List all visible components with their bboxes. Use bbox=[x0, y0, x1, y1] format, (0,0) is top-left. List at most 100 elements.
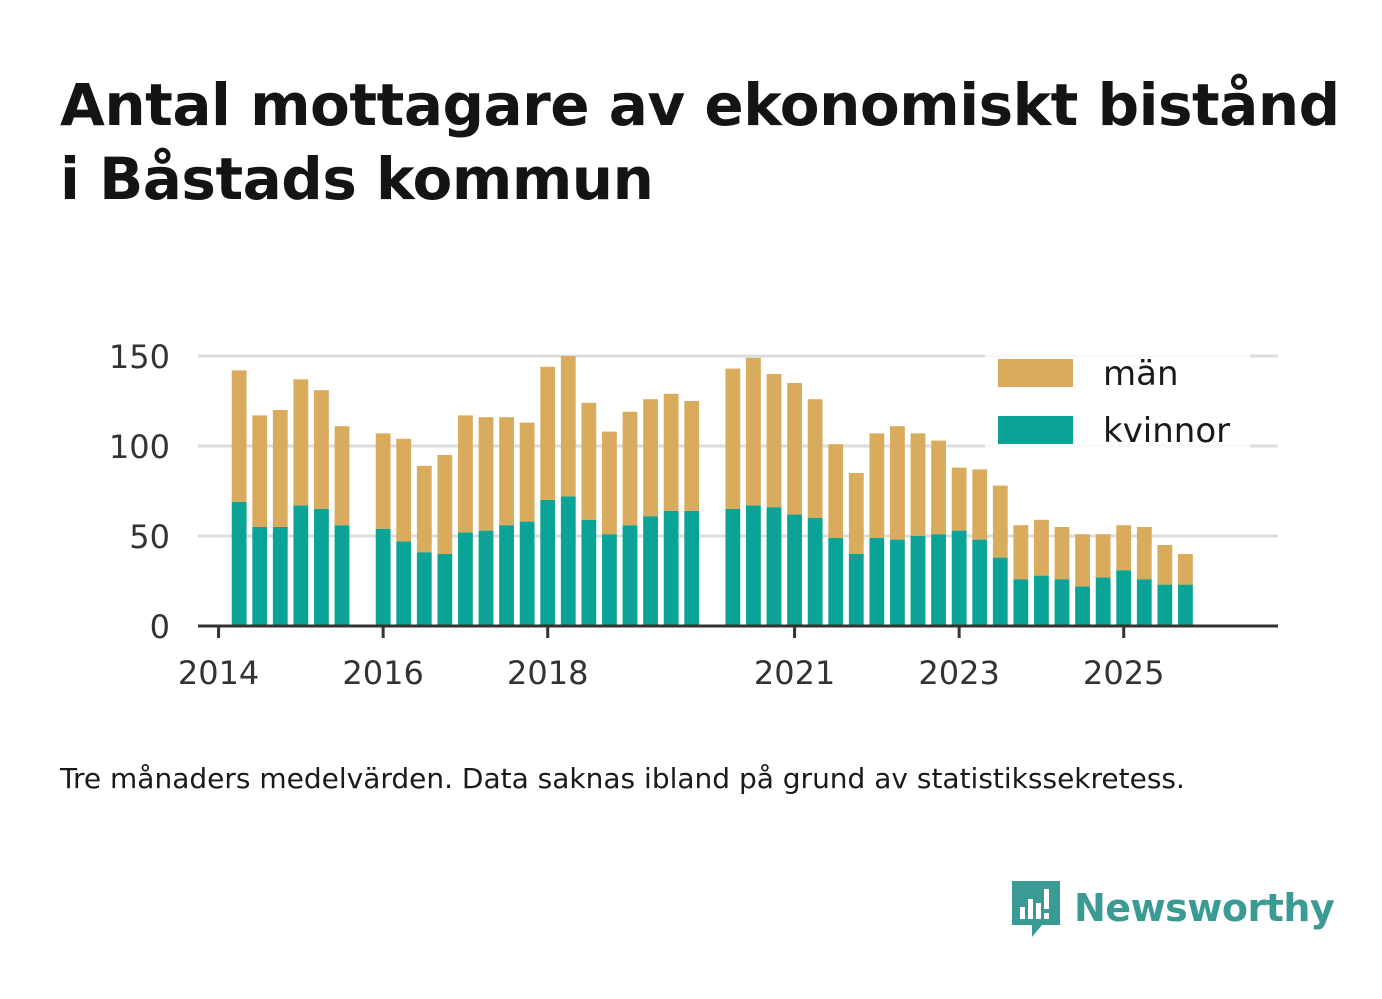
brand-name: Newsworthy bbox=[1074, 886, 1335, 930]
bar-kvinnor bbox=[375, 528, 391, 626]
bar-man bbox=[622, 411, 638, 526]
bar-kvinnor bbox=[663, 510, 679, 626]
bar-man bbox=[951, 467, 967, 531]
x-tick-label: 2021 bbox=[754, 654, 835, 692]
newsworthy-logo-icon bbox=[1012, 881, 1060, 937]
bar-man bbox=[375, 433, 391, 529]
bar-kvinnor bbox=[581, 519, 597, 626]
bar-kvinnor bbox=[437, 554, 453, 626]
bar-man bbox=[478, 417, 494, 531]
bar-man bbox=[643, 399, 658, 517]
bar-kvinnor bbox=[1136, 579, 1152, 626]
bar-man bbox=[252, 415, 268, 527]
x-tick-label: 2016 bbox=[342, 654, 423, 692]
legend-swatch-kvinnor bbox=[998, 416, 1073, 444]
bar-man bbox=[684, 401, 700, 511]
chart-title: Antal mottagare av ekonomiskt bistånd i … bbox=[60, 68, 1340, 216]
bar-kvinnor bbox=[746, 505, 761, 626]
bar-man bbox=[519, 422, 535, 522]
bar-kvinnor bbox=[416, 552, 432, 626]
bar-man bbox=[1136, 527, 1152, 580]
y-tick-label: 50 bbox=[129, 518, 170, 556]
bar-man bbox=[499, 417, 514, 526]
bar-man bbox=[910, 433, 926, 536]
bar-kvinnor bbox=[725, 509, 741, 626]
bar-man bbox=[1116, 525, 1132, 571]
bar-kvinnor bbox=[684, 510, 700, 626]
bar-man bbox=[992, 485, 1008, 558]
bar-man bbox=[314, 390, 329, 509]
bar-kvinnor bbox=[972, 539, 988, 626]
bar-kvinnor bbox=[293, 505, 309, 626]
y-tick-label: 150 bbox=[109, 338, 170, 376]
chart-title-line-1: Antal mottagare av ekonomiskt bistånd bbox=[60, 71, 1340, 139]
bar-man bbox=[540, 366, 556, 500]
bar-man bbox=[581, 402, 597, 520]
legend-label-kvinnor: kvinnor bbox=[1103, 411, 1230, 451]
bar-kvinnor bbox=[602, 534, 617, 626]
bar-man bbox=[766, 374, 782, 508]
bar-kvinnor bbox=[499, 525, 514, 626]
bar-kvinnor bbox=[314, 509, 329, 626]
x-tick-label: 2014 bbox=[178, 654, 259, 692]
bar-kvinnor bbox=[540, 500, 556, 626]
bar-man bbox=[869, 433, 885, 538]
x-tick-label: 2023 bbox=[918, 654, 999, 692]
bar-kvinnor bbox=[334, 525, 350, 626]
bar-kvinnor bbox=[252, 527, 268, 626]
bar-man bbox=[334, 426, 350, 526]
bar-kvinnor bbox=[787, 514, 802, 626]
bar-kvinnor bbox=[560, 496, 576, 626]
bar-kvinnor bbox=[272, 527, 288, 626]
bar-kvinnor bbox=[1178, 584, 1193, 626]
bar-kvinnor bbox=[519, 521, 535, 626]
bar-man bbox=[272, 410, 288, 527]
bar-man bbox=[890, 426, 905, 540]
bar-kvinnor bbox=[869, 537, 885, 626]
bar-kvinnor bbox=[931, 534, 946, 626]
legend-label-man: män bbox=[1103, 354, 1179, 394]
bar-man bbox=[828, 444, 844, 538]
bar-kvinnor bbox=[1075, 586, 1090, 626]
bar-kvinnor bbox=[478, 530, 494, 626]
bar-man bbox=[1054, 527, 1070, 580]
bar-man bbox=[972, 469, 988, 540]
bar-man bbox=[746, 357, 761, 506]
legend: män kvinnor bbox=[985, 352, 1250, 464]
bar-kvinnor bbox=[828, 537, 844, 626]
bar-man bbox=[437, 455, 453, 554]
bar-man bbox=[848, 473, 864, 554]
bar-man bbox=[1157, 545, 1173, 585]
bar-kvinnor bbox=[1157, 584, 1173, 626]
bar-man bbox=[396, 438, 412, 542]
bar-kvinnor bbox=[807, 518, 823, 626]
bar-man bbox=[663, 393, 679, 511]
brand-logo[interactable]: Newsworthy bbox=[1010, 876, 1335, 940]
chart-title-line-2: i Båstads kommun bbox=[60, 145, 654, 213]
bar-kvinnor bbox=[766, 507, 782, 626]
bar-man bbox=[1075, 534, 1090, 587]
bar-man bbox=[787, 383, 802, 515]
bar-kvinnor bbox=[1013, 579, 1029, 626]
bar-kvinnor bbox=[458, 532, 473, 626]
bar-kvinnor bbox=[643, 516, 658, 626]
bar-kvinnor bbox=[1095, 577, 1111, 626]
bar-kvinnor bbox=[951, 530, 967, 626]
bar-man bbox=[231, 370, 247, 502]
bar-kvinnor bbox=[622, 525, 638, 626]
axes: 0 50 100 150 2014 2016 2018 2021 2023 2025 bbox=[109, 338, 1278, 692]
bar-kvinnor bbox=[890, 539, 905, 626]
x-tick-label: 2025 bbox=[1083, 654, 1164, 692]
bar-kvinnor bbox=[396, 541, 412, 626]
chart-caption: Tre månaders medelvärden. Data saknas ib… bbox=[60, 762, 1185, 795]
bar-kvinnor bbox=[848, 554, 864, 626]
bar-man bbox=[1178, 554, 1193, 585]
bar-kvinnor bbox=[992, 557, 1008, 626]
bar-man bbox=[931, 440, 946, 535]
bars bbox=[231, 356, 1193, 626]
bar-man bbox=[560, 356, 576, 497]
bar-man bbox=[458, 415, 473, 533]
bar-man bbox=[416, 465, 432, 553]
bar-kvinnor bbox=[1116, 570, 1132, 626]
